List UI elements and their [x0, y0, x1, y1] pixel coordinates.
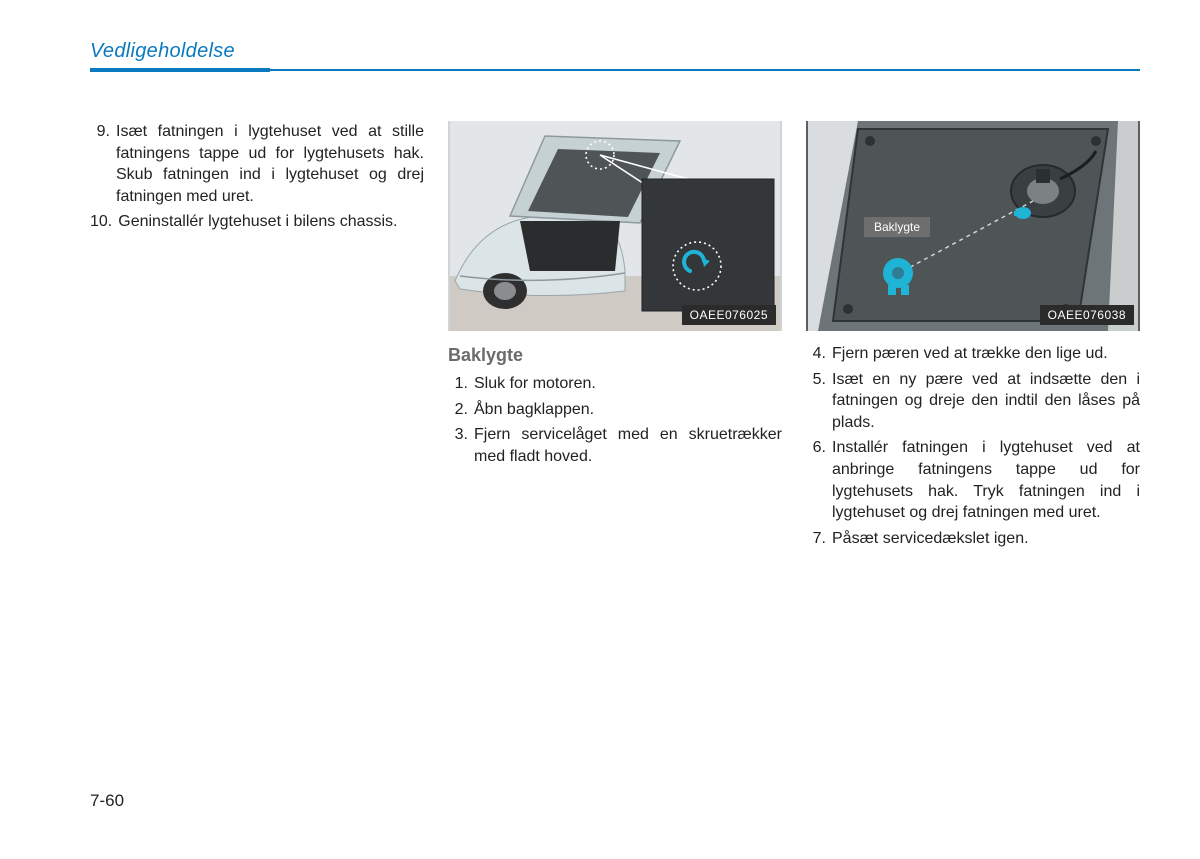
- list-item: 4. Fjern pæren ved at trække den lige ud…: [806, 343, 1140, 365]
- list-item: 2. Åbn bagklappen.: [448, 399, 782, 421]
- list-number: 10.: [90, 211, 118, 233]
- title-rule: [90, 69, 1140, 71]
- content-columns: 9. Isæt fatningen i lygtehuset ved at st…: [90, 121, 1140, 553]
- list-text: Åbn bagklappen.: [474, 399, 782, 421]
- right-column: Baklygte OAEE076038 4. Fjern pæren ved a…: [806, 121, 1140, 553]
- list-text: Påsæt servicedækslet igen.: [832, 528, 1140, 550]
- list-number: 4.: [806, 343, 832, 365]
- list-item: 10. Geninstallér lygtehuset i bilens cha…: [90, 211, 424, 233]
- list-item: 3. Fjern servicelåget med en skruetrække…: [448, 424, 782, 467]
- left-column: 9. Isæt fatningen i lygtehuset ved at st…: [90, 121, 424, 237]
- callout-label: Baklygte: [864, 217, 930, 237]
- subheading: Baklygte: [448, 343, 782, 367]
- list-item: 6. Installér fatningen i lygtehuset ved …: [806, 437, 1140, 523]
- list-item: 5. Isæt en ny pære ved at indsætte den i…: [806, 369, 1140, 434]
- list-text: Installér fatningen i lygtehuset ved at …: [832, 437, 1140, 523]
- list-number: 7.: [806, 528, 832, 550]
- list-text: Sluk for motoren.: [474, 373, 782, 395]
- list-text: Fjern servicelåget med en skruetrækker m…: [474, 424, 782, 467]
- list-text: Geninstallér lygtehuset i bilens chassis…: [118, 211, 424, 233]
- list-text: Fjern pæren ved at trække den lige ud.: [832, 343, 1140, 365]
- page-number: 7-60: [90, 791, 124, 811]
- figure-code: OAEE076025: [682, 305, 776, 325]
- figure-trunk-open: OAEE076025: [448, 121, 782, 331]
- list-item: 7. Påsæt servicedækslet igen.: [806, 528, 1140, 550]
- list-text: Isæt en ny pære ved at indsætte den i fa…: [832, 369, 1140, 434]
- middle-column: OAEE076025 Baklygte 1. Sluk for motoren.…: [448, 121, 782, 472]
- section-title: Vedligeholdelse: [90, 40, 1140, 63]
- list-number: 2.: [448, 399, 474, 421]
- manual-page: Vedligeholdelse 9. Isæt fatningen i lygt…: [0, 0, 1200, 593]
- list-text: Isæt fatningen i lygtehuset ved at still…: [116, 121, 424, 207]
- list-number: 3.: [448, 424, 474, 467]
- list-number: 6.: [806, 437, 832, 523]
- list-number: 5.: [806, 369, 832, 434]
- list-number: 1.: [448, 373, 474, 395]
- figure-bulb-panel: Baklygte OAEE076038: [806, 121, 1140, 331]
- list-number: 9.: [90, 121, 116, 207]
- list-item: 1. Sluk for motoren.: [448, 373, 782, 395]
- figure-code: OAEE076038: [1040, 305, 1134, 325]
- list-item: 9. Isæt fatningen i lygtehuset ved at st…: [90, 121, 424, 207]
